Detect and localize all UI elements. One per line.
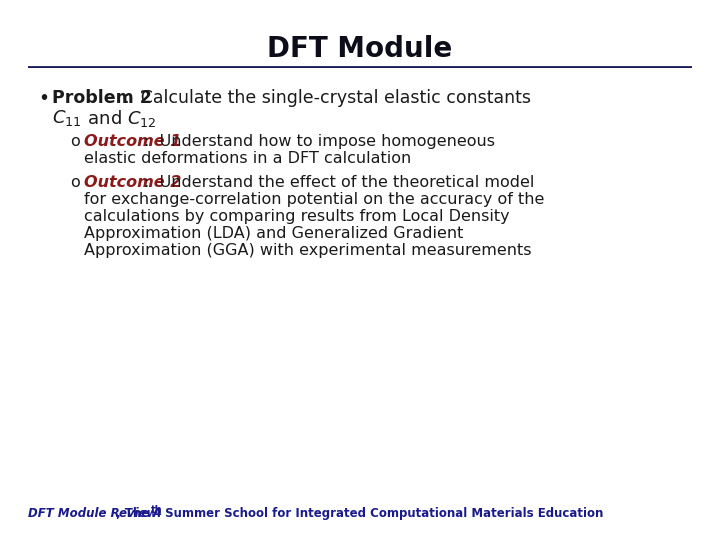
Text: calculations by comparing results from Local Density: calculations by comparing results from L…	[84, 209, 510, 224]
Text: and $C_{12}$: and $C_{12}$	[82, 108, 157, 129]
Text: Problem 2: Problem 2	[52, 89, 152, 107]
Text: elastic deformations in a DFT calculation: elastic deformations in a DFT calculatio…	[84, 151, 411, 166]
Text: :  Understand the effect of the theoretical model: : Understand the effect of the theoretic…	[144, 175, 534, 190]
Text: Outcome 2: Outcome 2	[84, 175, 181, 190]
Text: , The 4: , The 4	[116, 507, 161, 520]
Text: Outcome 1: Outcome 1	[84, 134, 181, 149]
Text: :  Calculate the single-crystal elastic constants: : Calculate the single-crystal elastic c…	[124, 89, 531, 107]
Text: Approximation (GGA) with experimental measurements: Approximation (GGA) with experimental me…	[84, 243, 531, 258]
Text: for exchange-correlation potential on the accuracy of the: for exchange-correlation potential on th…	[84, 192, 544, 207]
Text: Summer School for Integrated Computational Materials Education: Summer School for Integrated Computation…	[161, 507, 603, 520]
Text: o: o	[70, 175, 80, 190]
Text: $C_{11}$: $C_{11}$	[52, 108, 81, 128]
Text: th: th	[151, 505, 163, 515]
Text: DFT Module: DFT Module	[267, 35, 453, 63]
Text: :  Understand how to impose homogeneous: : Understand how to impose homogeneous	[144, 134, 495, 149]
Text: DFT Module Review: DFT Module Review	[28, 507, 158, 520]
Text: •: •	[38, 89, 49, 108]
Text: o: o	[70, 134, 80, 149]
Text: Approximation (LDA) and Generalized Gradient: Approximation (LDA) and Generalized Grad…	[84, 226, 464, 241]
